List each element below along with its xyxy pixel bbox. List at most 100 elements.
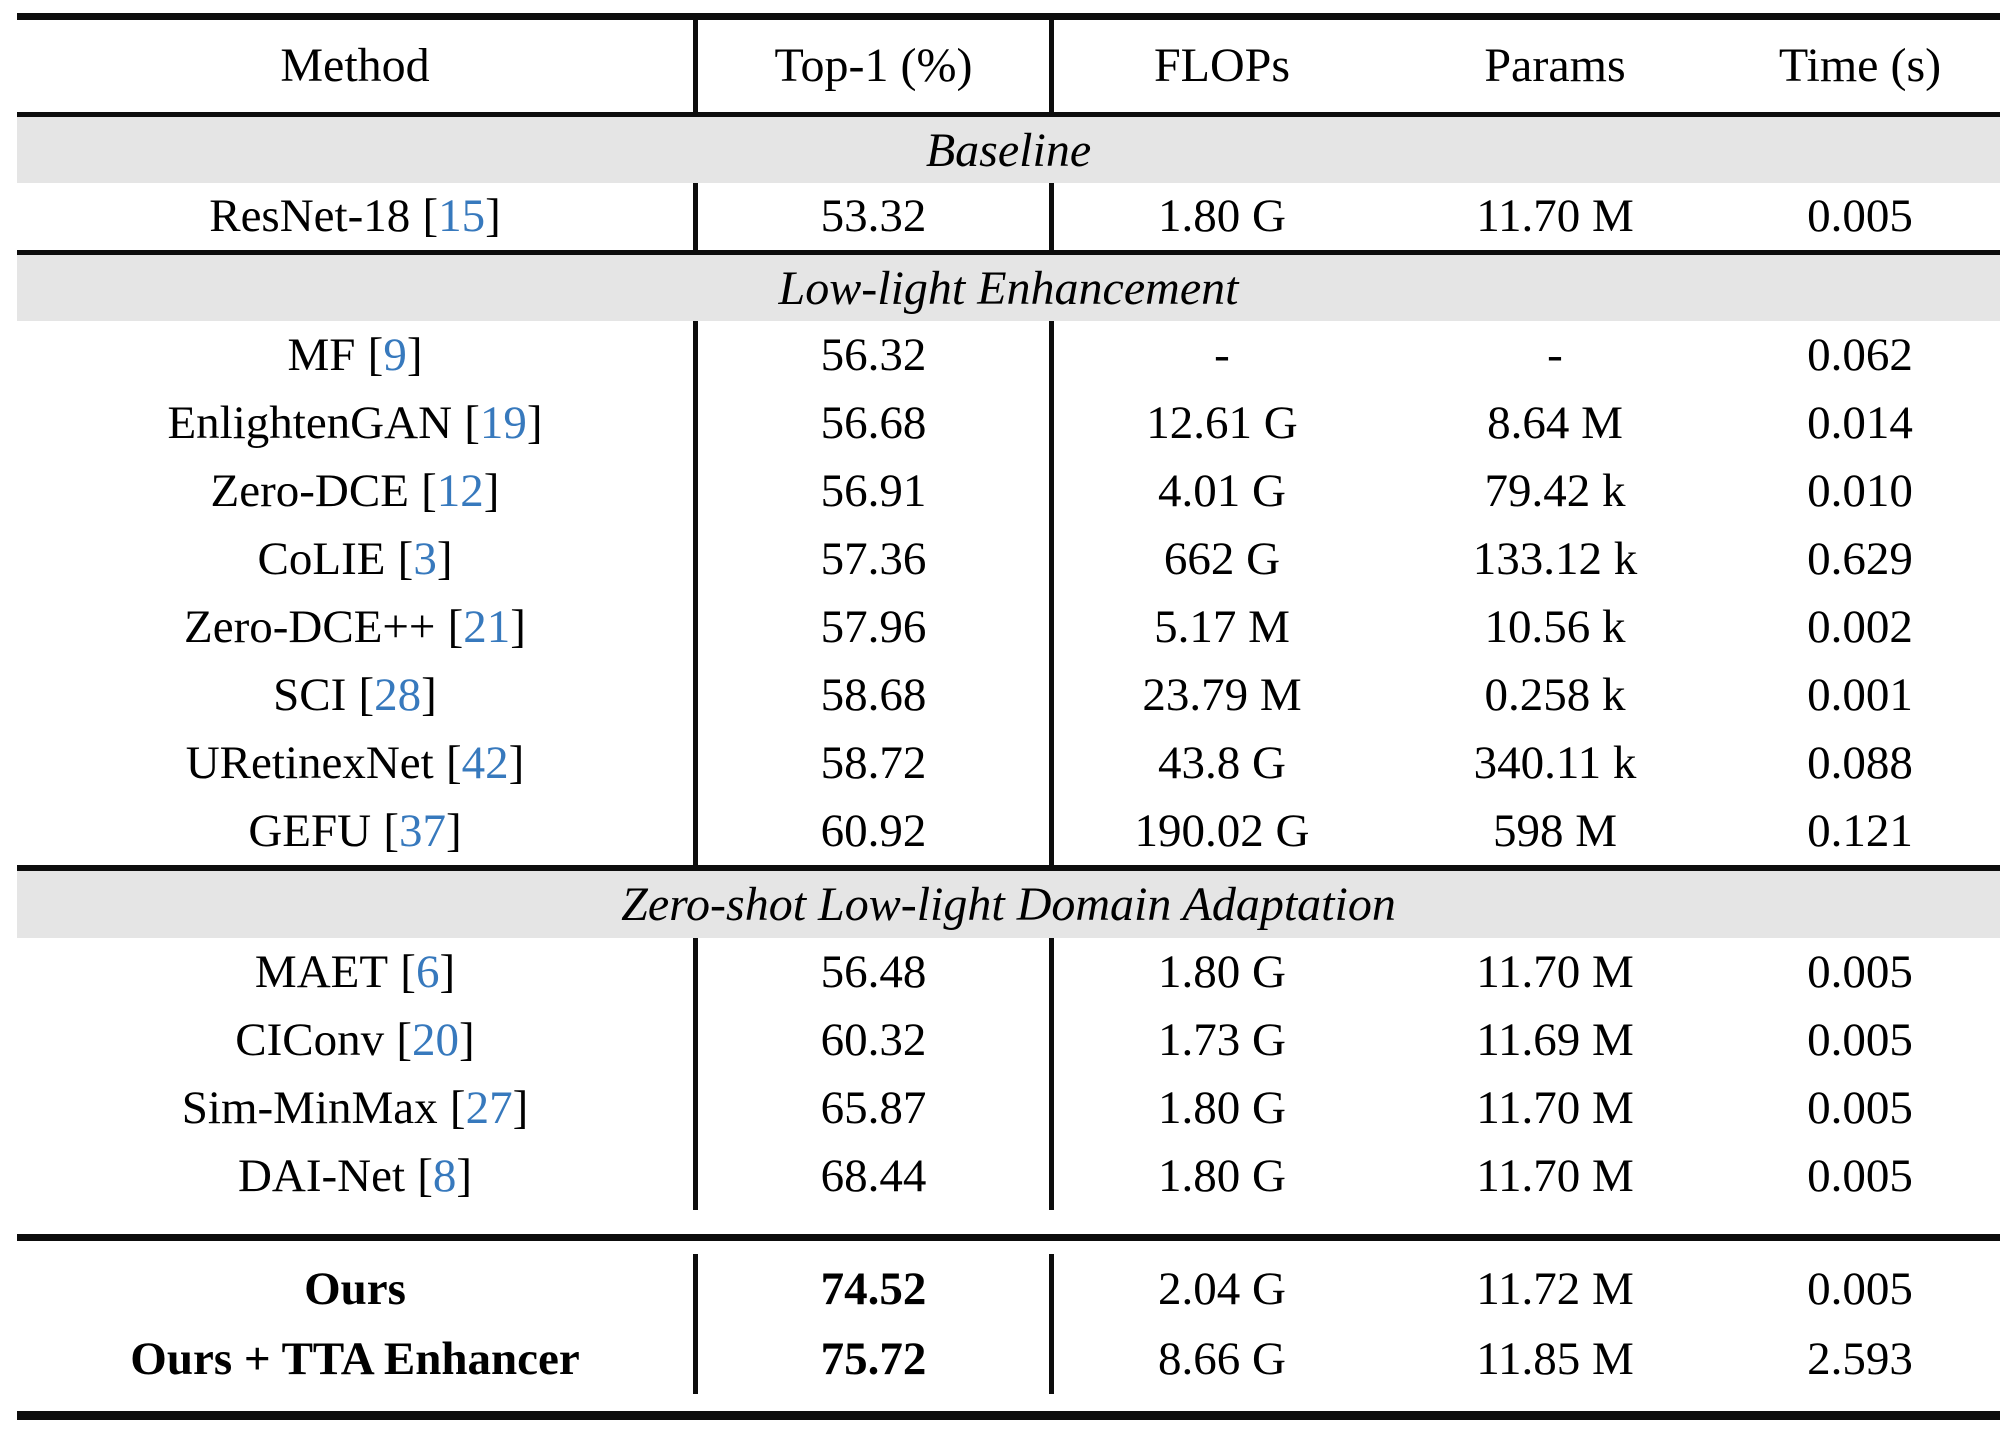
top1-cell: 57.96 (698, 593, 1054, 661)
flops-cell: 2.04 G (1158, 1262, 1286, 1315)
table-header-row: Method Top-1 (%) FLOPs Params Time (s) (17, 20, 2000, 112)
time-cell: 0.121 (1807, 804, 1913, 857)
flops-cell: 190.02 G (1134, 804, 1310, 857)
params-cell: 11.70 M (1476, 1149, 1634, 1202)
time-cell: 0.005 (1807, 1149, 1913, 1202)
citation-ref[interactable]: 21 (448, 603, 526, 651)
method-cell: Ours (17, 1254, 698, 1324)
method-name: URetinexNet (185, 736, 434, 789)
time-cell: 0.010 (1807, 464, 1913, 517)
citation-ref[interactable]: 9 (368, 331, 423, 379)
params-cell: 0.258 k (1484, 668, 1626, 721)
params-cell: 11.70 M (1476, 1081, 1634, 1134)
time-cell: 0.005 (1807, 1013, 1913, 1066)
method-name: MF (287, 328, 356, 381)
citation-ref[interactable]: 15 (422, 193, 500, 240)
flops-cell: 43.8 G (1158, 736, 1286, 789)
table-row: MAET6 56.48 1.80 G 11.70 M 0.005 (17, 938, 2000, 1006)
method-name: Ours (304, 1262, 406, 1315)
method-name: GEFU (248, 804, 372, 857)
params-cell: 340.11 k (1473, 736, 1637, 789)
method-name: Ours + TTA Enhancer (130, 1332, 580, 1385)
flops-cell: 1.80 G (1158, 945, 1286, 998)
top1-cell: 58.72 (698, 729, 1054, 797)
time-cell: 0.005 (1807, 1262, 1913, 1315)
method-cell: GEFU37 (17, 797, 698, 865)
table-row: URetinexNet42 58.72 43.8 G 340.11 k 0.08… (17, 729, 2000, 797)
top1-cell: 60.92 (698, 797, 1054, 865)
top1-cell: 56.48 (698, 938, 1054, 1006)
flops-cell: 1.80 G (1158, 1149, 1286, 1202)
method-cell: EnlightenGAN19 (17, 389, 698, 457)
top1-cell: 56.91 (698, 457, 1054, 525)
top1-cell: 53.32 (698, 183, 1054, 250)
method-name: SCI (273, 668, 347, 721)
params-cell: 598 M (1492, 804, 1618, 857)
method-name: Zero-DCE (210, 464, 409, 517)
method-name: CIConv (235, 1013, 385, 1066)
time-cell: 0.005 (1807, 945, 1913, 998)
time-cell: 0.629 (1807, 532, 1913, 585)
table-top-rule (17, 13, 2000, 20)
time-cell: 0.014 (1807, 396, 1913, 449)
citation-ref[interactable]: 37 (383, 807, 461, 855)
top1-cell: 74.52 (698, 1254, 1054, 1324)
table-bottom-rule (17, 1411, 2000, 1420)
method-cell: MAET6 (17, 938, 698, 1006)
top1-cell: 58.68 (698, 661, 1054, 729)
flops-cell: 1.80 G (1158, 190, 1286, 242)
table-row: Sim-MinMax27 65.87 1.80 G 11.70 M 0.005 (17, 1074, 2000, 1142)
table-row: Zero-DCE++21 57.96 5.17 M 10.56 k 0.002 (17, 593, 2000, 661)
table-row: CIConv20 60.32 1.73 G 11.69 M 0.005 (17, 1006, 2000, 1074)
flops-cell: 12.61 G (1146, 396, 1298, 449)
time-cell: 0.062 (1807, 328, 1913, 381)
top1-cell: 65.87 (698, 1074, 1054, 1142)
section-divider-rule (17, 250, 2000, 255)
ours-divider-rule (17, 1234, 2000, 1241)
table-row: DAI-Net8 68.44 1.80 G 11.70 M 0.005 (17, 1142, 2000, 1210)
method-name: DAI-Net (237, 1149, 406, 1202)
ours-block: Ours 74.52 2.04 G 11.72 M 0.005 Ours + T… (17, 1241, 2000, 1411)
method-name: Zero-DCE++ (184, 600, 436, 653)
section-band-zero-shot-adaptation: Zero-shot Low-light Domain Adaptation (17, 871, 2000, 938)
citation-ref[interactable]: 19 (464, 399, 542, 447)
params-cell: 10.56 k (1484, 600, 1626, 653)
citation-ref[interactable]: 6 (400, 948, 455, 996)
method-cell: CoLIE3 (17, 525, 698, 593)
method-name: CoLIE (257, 532, 386, 585)
method-cell: SCI28 (17, 661, 698, 729)
method-cell: Zero-DCE12 (17, 457, 698, 525)
method-cell: CIConv20 (17, 1006, 698, 1074)
table-row: Ours 74.52 2.04 G 11.72 M 0.005 (17, 1254, 2000, 1324)
table-row: GEFU37 60.92 190.02 G 598 M 0.121 (17, 797, 2000, 865)
citation-ref[interactable]: 12 (421, 467, 499, 515)
low-light-enhancement-block: MF9 56.32 - - 0.062 EnlightenGAN19 56.68… (17, 321, 2000, 865)
method-name: Sim-MinMax (181, 1081, 438, 1134)
flops-cell: 1.73 G (1158, 1013, 1286, 1066)
flops-cell: 662 G (1163, 532, 1281, 585)
top1-cell: 56.68 (698, 389, 1054, 457)
citation-ref[interactable]: 20 (396, 1016, 474, 1064)
table-row: CoLIE3 57.36 662 G 133.12 k 0.629 (17, 525, 2000, 593)
method-cell: MF9 (17, 321, 698, 389)
citation-ref[interactable]: 8 (417, 1152, 472, 1200)
citation-ref[interactable]: 28 (359, 671, 437, 719)
method-cell: Sim-MinMax27 (17, 1074, 698, 1142)
column-header-flops: FLOPs (1153, 39, 1291, 92)
table-row: MF9 56.32 - - 0.062 (17, 321, 2000, 389)
zero-shot-adaptation-block: MAET6 56.48 1.80 G 11.70 M 0.005 CIConv2… (17, 938, 2000, 1234)
citation-ref[interactable]: 42 (446, 739, 524, 787)
column-header-params: Params (1484, 39, 1626, 92)
citation-ref[interactable]: 27 (450, 1084, 528, 1132)
table-row: ResNet-1815 53.32 1.80 G 11.70 M 0.005 (17, 183, 2000, 250)
method-cell: Ours + TTA Enhancer (17, 1324, 698, 1394)
method-cell: URetinexNet42 (17, 729, 698, 797)
params-cell: 11.70 M (1476, 945, 1634, 998)
method-name: ResNet-18 (209, 190, 411, 242)
params-cell: 8.64 M (1487, 396, 1623, 449)
citation-ref[interactable]: 3 (398, 535, 453, 583)
section-divider-rule (17, 865, 2000, 871)
table-row: Ours + TTA Enhancer 75.72 8.66 G 11.85 M… (17, 1324, 2000, 1394)
method-name: MAET (254, 945, 389, 998)
